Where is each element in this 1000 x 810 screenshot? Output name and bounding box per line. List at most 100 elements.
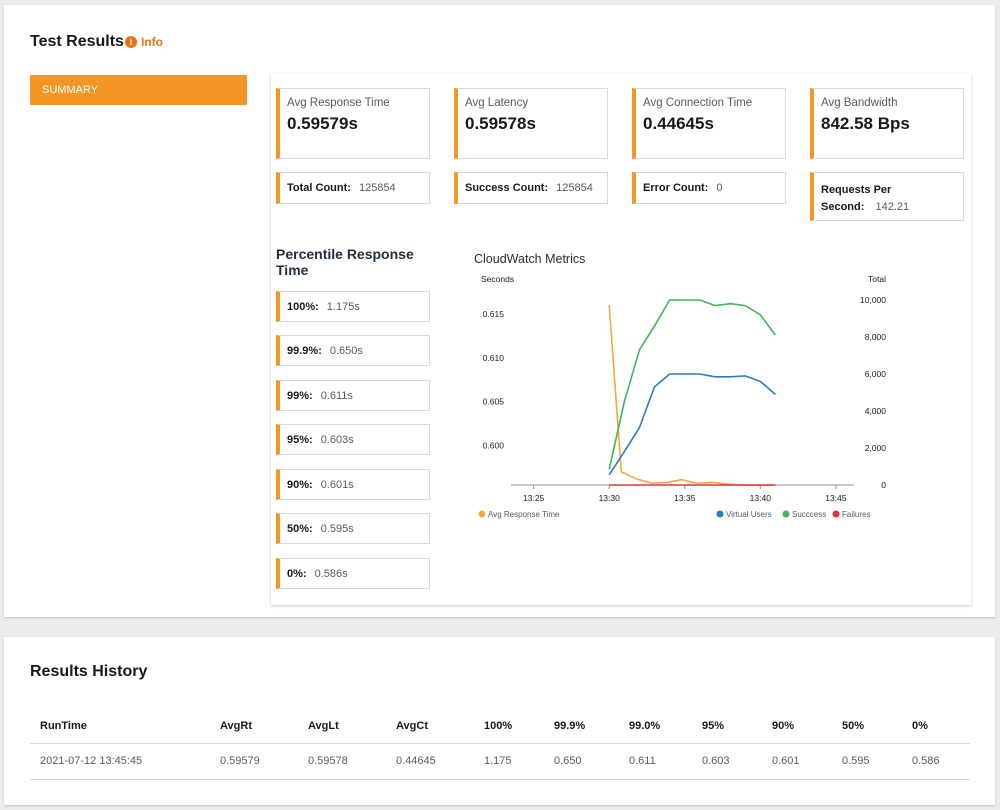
count-card-requests-per-second: Requests Per Second: 142.21 bbox=[810, 172, 964, 221]
chart-title: CloudWatch Metrics bbox=[474, 252, 585, 266]
metric-label: Avg Response Time bbox=[287, 97, 429, 109]
table-cell: 0.59578 bbox=[298, 743, 386, 779]
y-right-tick-label: 10,000 bbox=[860, 295, 886, 305]
y-left-tick-label: 0.610 bbox=[483, 353, 505, 363]
metric-card-avg-latency: Avg Latency 0.59578s bbox=[454, 88, 608, 159]
percentile-card-99-9: 99.9%: 0.650s bbox=[276, 335, 430, 366]
x-tick-label: 13:30 bbox=[599, 493, 621, 503]
series-line-succcess bbox=[609, 300, 775, 469]
count-card-error: Error Count: 0 bbox=[632, 172, 786, 204]
percentile-label: 50%: bbox=[287, 523, 313, 535]
percentile-card-99: 99%: 0.611s bbox=[276, 380, 430, 411]
column-header: 50% bbox=[832, 709, 902, 743]
percentile-card-100: 100%: 1.175s bbox=[276, 291, 430, 322]
column-header: AvgCt bbox=[386, 709, 474, 743]
table-cell: 0.601 bbox=[762, 743, 832, 779]
percentile-value: 0.650s bbox=[330, 345, 363, 357]
legend-swatch bbox=[717, 511, 724, 518]
legend-label: Avg Response Time bbox=[488, 510, 560, 519]
info-link[interactable]: i Info bbox=[125, 35, 163, 49]
metric-card-avg-connection-time: Avg Connection Time 0.44645s bbox=[632, 88, 786, 159]
percentile-value: 0.595s bbox=[321, 523, 354, 535]
percentile-label: 100%: bbox=[287, 301, 319, 313]
metric-label: Avg Bandwidth bbox=[821, 97, 963, 109]
metric-label: Avg Latency bbox=[465, 97, 607, 109]
column-header: RunTime bbox=[30, 709, 210, 743]
percentile-value: 0.586s bbox=[315, 568, 348, 580]
legend-swatch bbox=[833, 511, 840, 518]
table-cell: 0.595 bbox=[832, 743, 902, 779]
x-tick-label: 13:45 bbox=[825, 493, 847, 503]
percentile-value: 0.611s bbox=[321, 390, 353, 402]
table-cell: 0.650 bbox=[544, 743, 619, 779]
summary-tab[interactable]: SUMMARY bbox=[30, 75, 247, 105]
count-label: Success Count: bbox=[465, 182, 548, 194]
test-results-panel: Test Results i Info SUMMARY Avg Response… bbox=[4, 5, 995, 617]
y-right-tick-label: 2,000 bbox=[865, 443, 887, 453]
y-left-tick-label: 0.615 bbox=[483, 309, 505, 319]
results-history-table: RunTime AvgRt AvgLt AvgCt 100% 99.9% 99.… bbox=[30, 709, 970, 780]
y-right-axis-label: Total bbox=[868, 274, 886, 284]
table-cell: 0.59579 bbox=[210, 743, 298, 779]
x-tick-label: 13:35 bbox=[674, 493, 696, 503]
series-line-virtual-users bbox=[609, 374, 775, 475]
legend-label: Virtual Users bbox=[726, 510, 772, 519]
count-card-success: Success Count: 125854 bbox=[454, 172, 608, 204]
count-label: Error Count: bbox=[643, 182, 708, 194]
percentile-card-95: 95%: 0.603s bbox=[276, 424, 430, 455]
y-left-axis-label: Seconds bbox=[481, 274, 514, 284]
percentile-card-0: 0%: 0.586s bbox=[276, 558, 430, 589]
percentile-label: 99%: bbox=[287, 390, 313, 402]
percentile-label: 0%: bbox=[287, 568, 307, 580]
metric-value: 0.59579s bbox=[287, 114, 429, 134]
legend-label: Succcess bbox=[792, 510, 826, 519]
table-header-row: RunTime AvgRt AvgLt AvgCt 100% 99.9% 99.… bbox=[30, 709, 970, 743]
column-header: 100% bbox=[474, 709, 544, 743]
x-tick-label: 13:40 bbox=[750, 493, 772, 503]
column-header: 90% bbox=[762, 709, 832, 743]
y-right-tick-label: 6,000 bbox=[865, 369, 887, 379]
legend-swatch bbox=[479, 511, 486, 518]
column-header: 95% bbox=[692, 709, 762, 743]
percentile-label: 99.9%: bbox=[287, 345, 322, 357]
y-left-tick-label: 0.605 bbox=[483, 397, 505, 407]
table-cell: 0.603 bbox=[692, 743, 762, 779]
percentile-card-50: 50%: 0.595s bbox=[276, 513, 430, 544]
results-history-title: Results History bbox=[30, 663, 147, 681]
rps-value: 142.21 bbox=[875, 201, 909, 213]
metric-value: 0.59578s bbox=[465, 114, 607, 134]
y-right-tick-label: 8,000 bbox=[865, 332, 887, 342]
y-right-tick-label: 0 bbox=[881, 480, 886, 490]
info-label: Info bbox=[141, 35, 163, 49]
metric-value: 842.58 Bps bbox=[821, 114, 963, 134]
y-right-tick-label: 4,000 bbox=[865, 406, 887, 416]
legend-label: Failures bbox=[842, 510, 870, 519]
series-line-avg-response-time bbox=[609, 305, 772, 485]
table-row: 2021-07-12 13:45:45 0.59579 0.59578 0.44… bbox=[30, 743, 970, 779]
table-cell: 0.44645 bbox=[386, 743, 474, 779]
column-header: 99.0% bbox=[619, 709, 692, 743]
table-cell: 1.175 bbox=[474, 743, 544, 779]
column-header: AvgLt bbox=[298, 709, 386, 743]
percentile-label: 95%: bbox=[287, 434, 313, 446]
table-cell: 2021-07-12 13:45:45 bbox=[30, 743, 210, 779]
results-history-panel: Results History RunTime AvgRt AvgLt AvgC… bbox=[4, 637, 995, 805]
count-value: 125854 bbox=[556, 182, 593, 194]
info-icon: i bbox=[125, 36, 137, 48]
count-value: 125854 bbox=[359, 182, 396, 194]
percentile-value: 0.601s bbox=[321, 479, 354, 491]
column-header: 0% bbox=[902, 709, 970, 743]
count-card-total: Total Count: 125854 bbox=[276, 172, 430, 204]
metric-card-avg-bandwidth: Avg Bandwidth 842.58 Bps bbox=[810, 88, 964, 159]
percentile-title: Percentile Response Time bbox=[276, 246, 426, 278]
metric-label: Avg Connection Time bbox=[643, 97, 785, 109]
rps-label-line2: Second: bbox=[821, 201, 864, 213]
percentile-label: 90%: bbox=[287, 479, 313, 491]
count-label: Total Count: bbox=[287, 182, 351, 194]
metric-value: 0.44645s bbox=[643, 114, 785, 134]
table-cell: 0.586 bbox=[902, 743, 970, 779]
metric-card-avg-response-time: Avg Response Time 0.59579s bbox=[276, 88, 430, 159]
rps-label-line1: Requests Per bbox=[821, 182, 955, 199]
table-cell: 0.611 bbox=[619, 743, 692, 779]
legend-swatch bbox=[783, 511, 790, 518]
